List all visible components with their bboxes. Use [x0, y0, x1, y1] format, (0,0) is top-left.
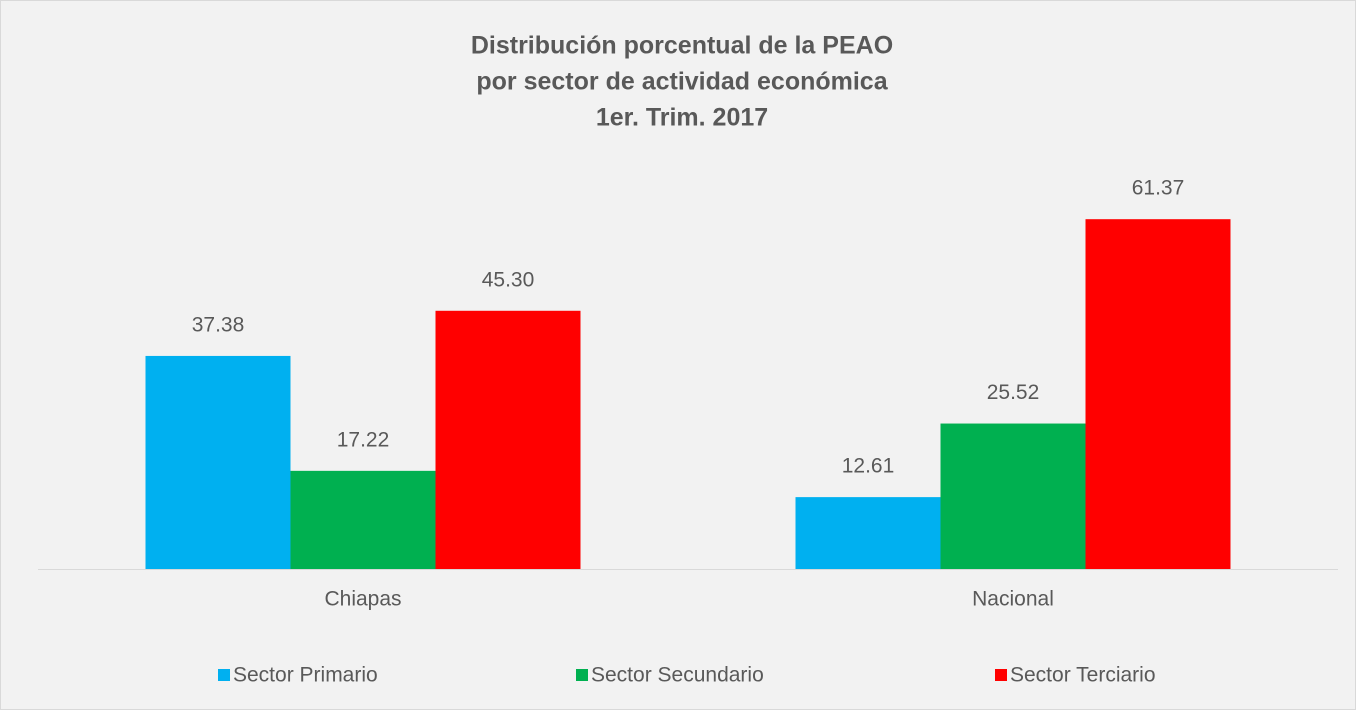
data-label: 61.37	[1132, 177, 1185, 200]
bar	[290, 470, 436, 569]
bar	[940, 423, 1086, 569]
bar	[795, 497, 941, 569]
legend-label: Sector Primario	[233, 664, 378, 687]
data-label: 37.38	[192, 313, 245, 336]
data-label: 12.61	[842, 455, 895, 478]
bar	[145, 355, 291, 569]
bar	[435, 310, 581, 569]
chart-title: Distribución porcentual de la PEAO	[471, 32, 893, 60]
chart-title: por sector de actividad económica	[476, 68, 888, 96]
chart-title: 1er. Trim. 2017	[596, 104, 768, 132]
data-label: 25.52	[987, 381, 1040, 404]
bar	[1085, 219, 1231, 570]
x-tick-label: Chiapas	[324, 588, 401, 611]
data-label: 45.30	[482, 268, 535, 291]
legend-swatch	[995, 669, 1007, 681]
legend-swatch	[218, 669, 230, 681]
legend-swatch	[576, 669, 588, 681]
legend-label: Sector Terciario	[1010, 664, 1156, 687]
legend-label: Sector Secundario	[591, 664, 764, 687]
data-label: 17.22	[337, 428, 390, 451]
x-tick-label: Nacional	[972, 588, 1054, 611]
